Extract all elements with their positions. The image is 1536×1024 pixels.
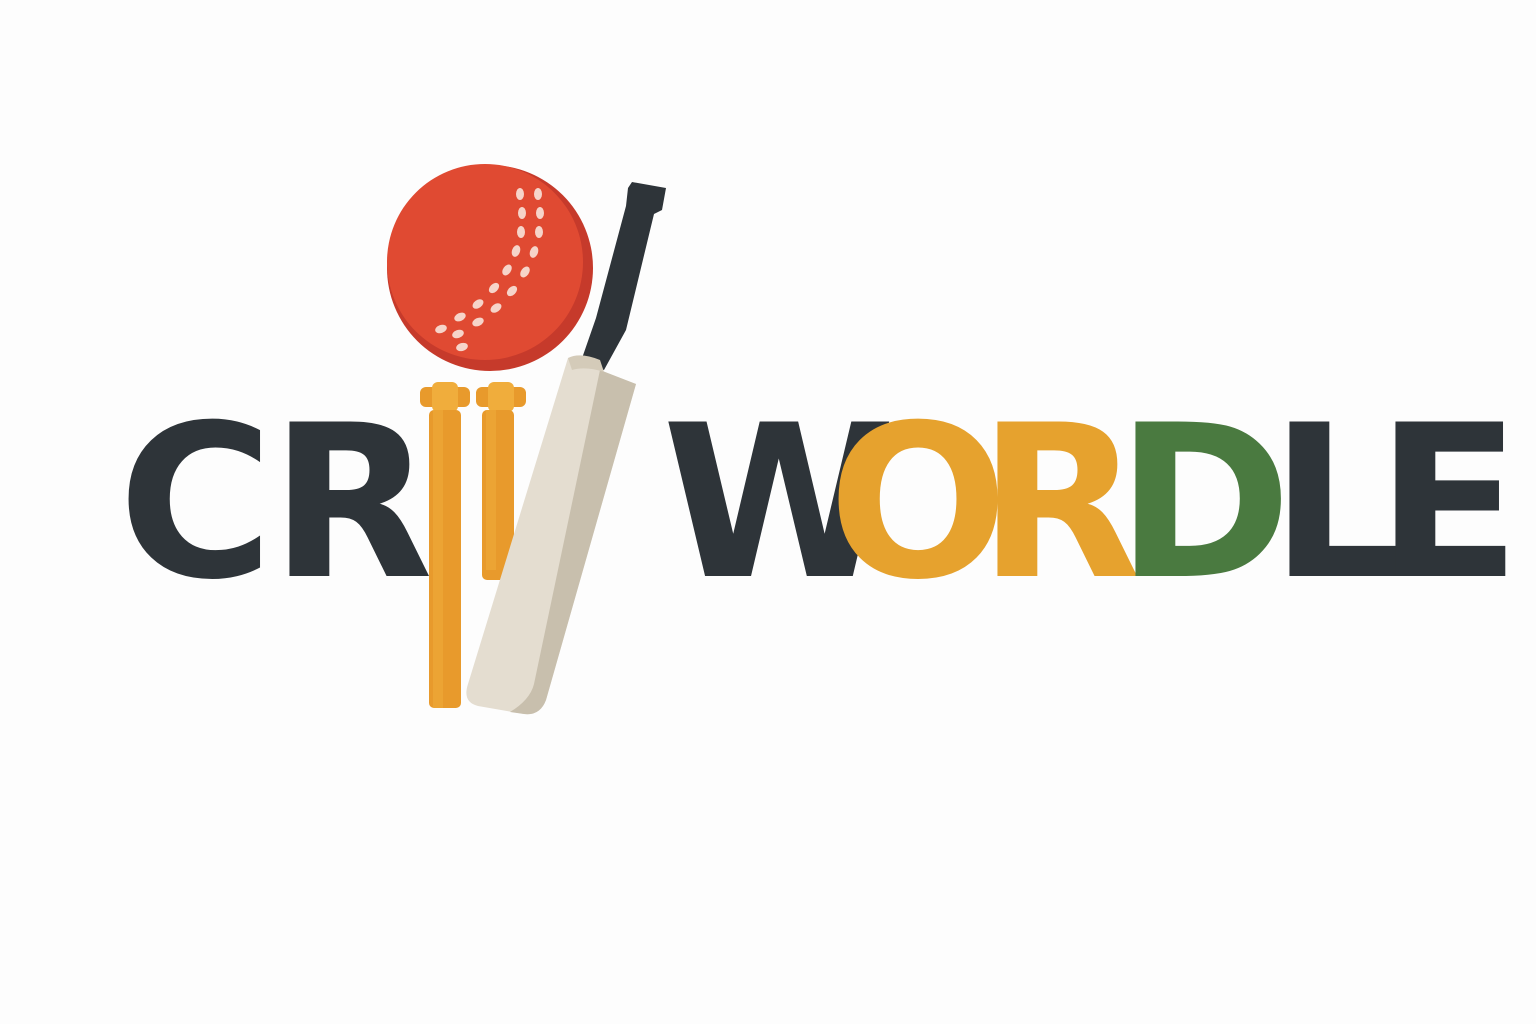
logo-letter-e: E <box>1376 379 1521 626</box>
stumps-icon <box>420 382 526 708</box>
cricket-ball-icon <box>387 164 593 371</box>
logo-letter-r2: R <box>978 379 1141 626</box>
logo-letter-o: O <box>828 379 1008 626</box>
logo-letter-c: C <box>118 379 274 626</box>
logo-letter-l: L <box>1270 379 1405 626</box>
logo-letter-r: R <box>270 379 433 626</box>
logo-letter-w: W <box>662 379 896 626</box>
logo-letter-d: D <box>1116 379 1292 626</box>
cricket-bat-icon <box>466 182 666 715</box>
